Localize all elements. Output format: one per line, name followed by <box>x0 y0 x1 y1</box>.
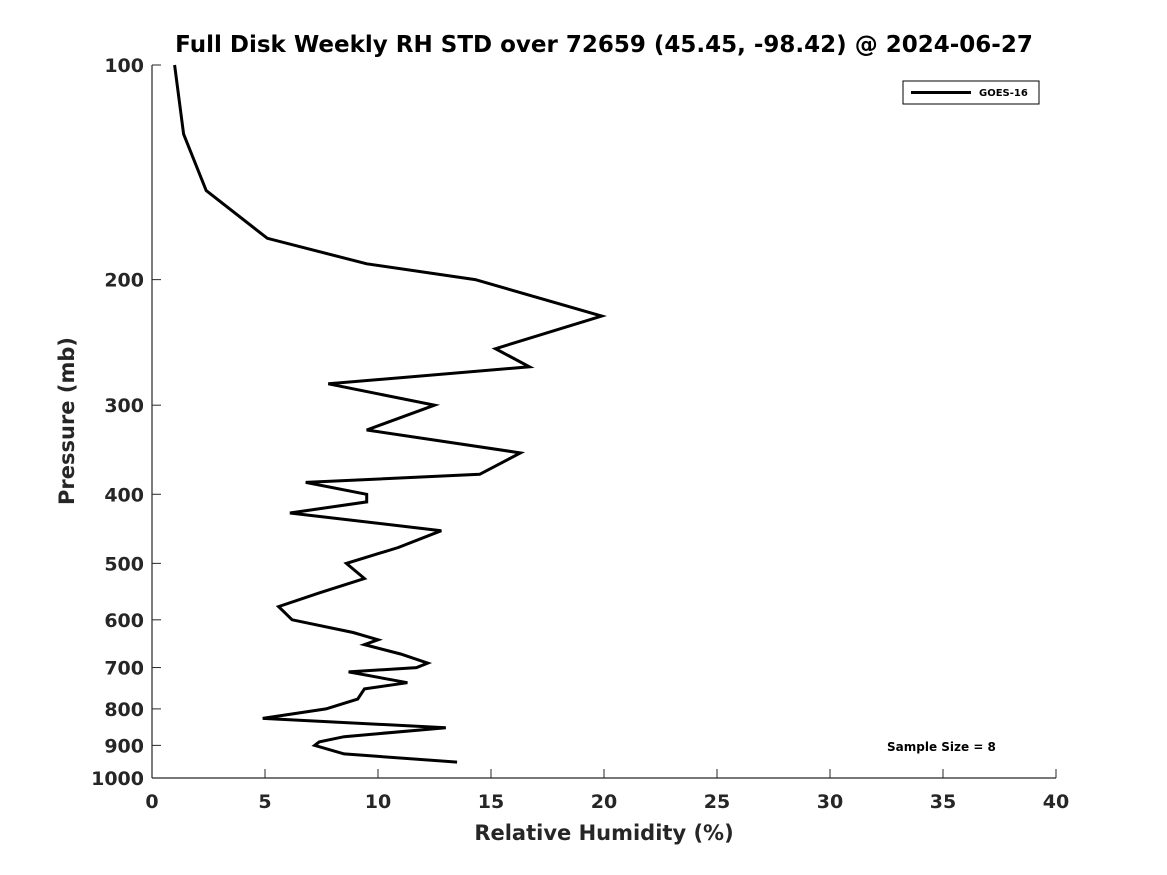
x-tick-label: 10 <box>365 791 391 813</box>
y-tick-label: 300 <box>104 395 144 417</box>
axes-layer: 0 5 10 15 20 25 30 35 40 100 200 300 400 500 600 700 800… <box>91 55 1069 813</box>
series-line-goes16 <box>173 64 607 764</box>
x-tick-label: 35 <box>930 791 956 813</box>
y-tick-label: 700 <box>104 658 144 680</box>
chart-title: Full Disk Weekly RH STD over 72659 (45.4… <box>175 32 1033 58</box>
y-tick-label: 200 <box>104 270 144 292</box>
y-tick-label: 900 <box>104 735 144 757</box>
x-tick-label: 30 <box>817 791 843 813</box>
sample-size-annotation: Sample Size = 8 <box>887 740 996 754</box>
series-layer <box>173 64 607 764</box>
y-axis-label: Pressure (mb) <box>55 337 79 505</box>
y-tick-label: 1000 <box>91 768 144 790</box>
y-tick-label: 800 <box>104 699 144 721</box>
y-tick-label: 100 <box>104 55 144 77</box>
x-tick-label: 15 <box>478 791 504 813</box>
x-tick-label: 25 <box>704 791 730 813</box>
x-axis-label: Relative Humidity (%) <box>474 821 733 845</box>
x-tick-label: 20 <box>591 791 617 813</box>
legend: GOES-16 <box>902 80 1040 105</box>
legend-label-goes16: GOES-16 <box>979 88 1028 99</box>
plot-area <box>152 65 1056 778</box>
x-tick-label: 0 <box>145 791 158 813</box>
x-tick-label: 40 <box>1043 791 1069 813</box>
y-tick-label: 400 <box>104 484 144 506</box>
y-tick-label: 500 <box>104 553 144 575</box>
x-tick-label: 5 <box>258 791 271 813</box>
y-tick-label: 600 <box>104 610 144 632</box>
